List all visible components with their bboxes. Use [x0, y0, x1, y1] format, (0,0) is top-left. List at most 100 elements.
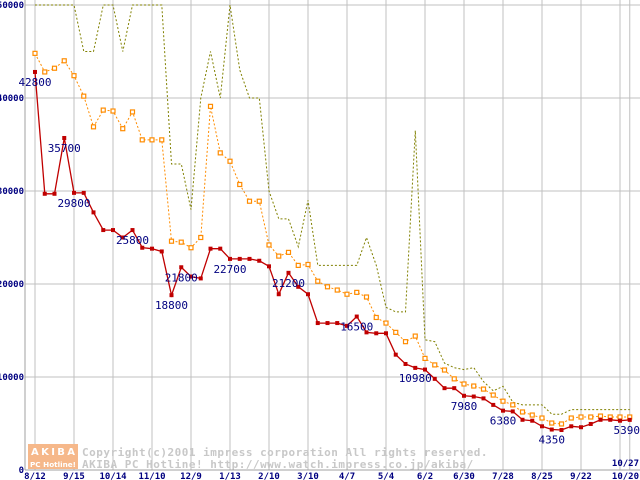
data-point-min [198, 276, 203, 281]
data-point-min [52, 191, 57, 196]
data-point-average [354, 289, 360, 295]
data-point-min [540, 424, 544, 429]
data-point-average [471, 383, 477, 389]
data-point-average [139, 137, 145, 143]
x-tick-label: 9/15 [63, 472, 85, 480]
data-label: 6380 [490, 415, 517, 428]
data-point-min [42, 191, 47, 196]
data-point-average [539, 415, 545, 421]
data-point-average [42, 69, 48, 75]
data-point-average [129, 109, 136, 115]
logo-top-text: AKIBA [31, 447, 75, 458]
data-point-average [578, 414, 584, 420]
data-point-min [345, 323, 349, 328]
data-point-average [51, 65, 58, 71]
x-tick-label: 7/28 [492, 472, 514, 480]
data-point-average [90, 124, 97, 130]
data-point-average [100, 107, 106, 113]
data-point-average [81, 93, 87, 99]
data-point-min [413, 365, 418, 370]
data-point-min [276, 292, 281, 297]
data-point-min [208, 246, 213, 251]
data-point-average [188, 245, 194, 251]
y-tick-label: 0 [19, 466, 24, 476]
data-point-average [432, 362, 438, 368]
data-point-average [207, 103, 214, 109]
data-point-min [559, 428, 564, 433]
data-point-min [150, 246, 154, 251]
data-point-average [198, 234, 204, 241]
x-tick-label: 6/2 [417, 472, 433, 480]
data-point-min [608, 417, 613, 422]
x-tick-label: 9/22 [570, 472, 592, 480]
series-group [32, 4, 633, 433]
data-point-min [588, 421, 593, 426]
data-point-average [344, 291, 350, 297]
data-label: 42800 [18, 76, 51, 89]
url-text: AKIBA PC Hotline! http://www.watch.impre… [82, 458, 474, 471]
y-tick-label: 40000 [0, 94, 24, 104]
data-point-average [617, 414, 623, 420]
data-labels: 42800 35700 29800 25800 18800 21800 22700 21200… [18, 76, 640, 447]
y-tick-label: 20000 [0, 280, 24, 290]
x-tick-label: 8/12 [24, 472, 46, 480]
data-point-average [305, 261, 311, 268]
data-label: 29800 [57, 197, 90, 210]
data-point-average [549, 420, 555, 426]
x-tick-label: 6/30 [453, 472, 475, 480]
data-point-min [257, 258, 262, 263]
data-point-min [354, 314, 359, 319]
data-point-average [237, 181, 243, 188]
data-point-min [247, 256, 252, 261]
data-point-average [597, 413, 604, 419]
data-point-average [315, 278, 321, 284]
data-point-min [442, 386, 447, 391]
data-point-min [286, 270, 291, 275]
data-point-average [373, 314, 379, 321]
data-point-min [618, 418, 622, 423]
data-point-min [579, 425, 583, 430]
series-line-average [34, 53, 630, 425]
data-point-min [501, 408, 505, 413]
logo-top-box [28, 444, 78, 458]
data-point-average [178, 239, 184, 245]
data-point-average [363, 294, 370, 300]
data-point-average [71, 73, 77, 79]
x-tick-label: 1/13 [219, 472, 241, 480]
data-point-min [296, 284, 301, 289]
x-tick-label: 3/10 [297, 472, 319, 480]
data-point-min [432, 376, 437, 381]
data-point-min [179, 265, 184, 270]
data-point-min [111, 228, 115, 233]
data-point-min [140, 245, 145, 250]
data-point-average [256, 198, 262, 204]
x-tick-label: 2/10 [258, 472, 280, 480]
data-point-average [295, 262, 301, 268]
data-label: 10980 [399, 372, 432, 385]
data-point-average [422, 355, 428, 361]
data-label: 22700 [213, 263, 246, 276]
data-point-min [159, 249, 164, 254]
x-tick-label: 4/7 [339, 472, 355, 480]
data-label: 35700 [48, 142, 81, 155]
data-point-min [471, 394, 476, 399]
data-point-min [462, 393, 466, 398]
data-point-min [62, 135, 67, 140]
data-point-min [384, 331, 388, 336]
data-point-average [324, 284, 331, 290]
data-point-average [393, 329, 399, 335]
data-point-average [285, 249, 292, 255]
data-point-min [510, 409, 515, 414]
data-point-average [510, 402, 516, 408]
data-point-average [412, 333, 418, 339]
data-point-average [480, 386, 487, 392]
data-label: 16500 [340, 321, 373, 334]
data-point-average [383, 320, 389, 326]
data-point-average [500, 398, 506, 404]
data-point-min [325, 321, 330, 326]
data-label: 18800 [155, 299, 188, 312]
data-point-min [374, 331, 379, 336]
